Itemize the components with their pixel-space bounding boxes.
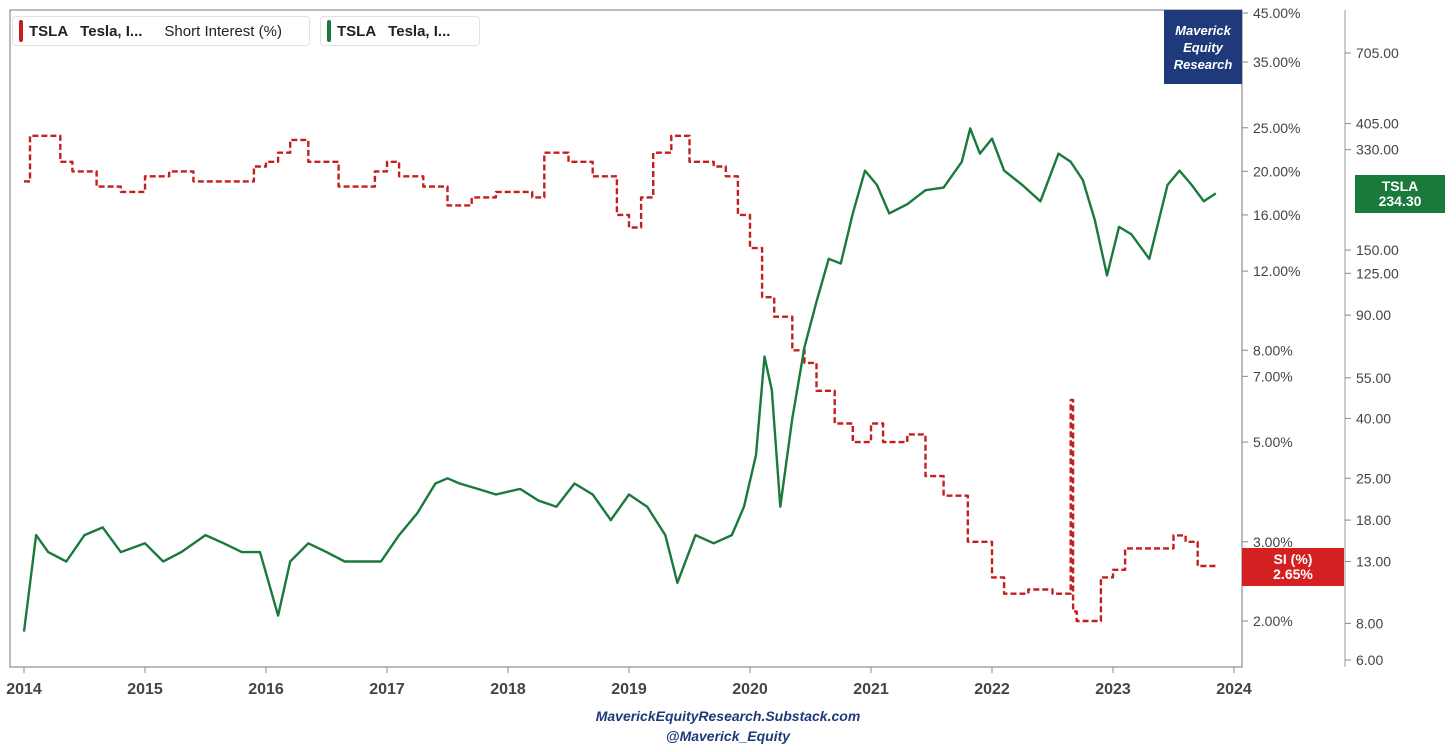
- left-tick-label: 25.00%: [1253, 120, 1300, 136]
- x-tick-label: 2015: [127, 681, 163, 698]
- left-tick-label: 12.00%: [1253, 263, 1300, 279]
- left-tick-label: 8.00%: [1253, 342, 1293, 358]
- price-line: [22, 127, 1217, 632]
- legend-name: Tesla, I...: [388, 22, 451, 40]
- si-tag-label: SI (%): [1273, 551, 1313, 567]
- x-tick-label: 2023: [1095, 681, 1131, 698]
- x-tick-label: 2014: [6, 681, 42, 698]
- right-tick-label: 25.00: [1356, 470, 1391, 486]
- footer-handle: @Maverick_Equity: [665, 728, 791, 744]
- legend-symbol: TSLA: [337, 22, 377, 40]
- right-tick-label: 8.00: [1356, 615, 1383, 631]
- left-tick-label: 3.00%: [1253, 534, 1293, 550]
- left-axis-ticks: 45.00% 35.00% 25.00% 20.00% 16.00% 12.00% 8.00…: [1242, 5, 1300, 629]
- x-tick-label: 2017: [369, 681, 405, 698]
- right-tick-label: 150.00: [1356, 242, 1399, 258]
- left-tick-label: 5.00%: [1253, 434, 1293, 450]
- left-tick-label: 2.00%: [1253, 613, 1293, 629]
- legend-price[interactable]: TSLA Tesla, I...: [320, 16, 480, 46]
- left-tick-label: 7.00%: [1253, 368, 1293, 384]
- legend-symbol: TSLA: [29, 22, 69, 40]
- legend-color-swatch-red: [19, 20, 23, 42]
- price-tag-value: 234.30: [1378, 193, 1422, 209]
- brand-line-2: Equity: [1183, 39, 1223, 55]
- series-layer: [22, 127, 1217, 632]
- right-tick-label: 55.00: [1356, 370, 1391, 386]
- right-tick-label: 13.00: [1356, 554, 1391, 570]
- x-tick-label: 2022: [974, 681, 1010, 698]
- right-tick-label: 705.00: [1356, 45, 1399, 61]
- legend-metric: Short Interest (%): [164, 22, 282, 40]
- legend-name: Tesla, I...: [80, 22, 143, 40]
- x-tick-label: 2018: [490, 681, 526, 698]
- price-tag-label: TSLA: [1381, 178, 1419, 194]
- x-tick-label: 2020: [732, 681, 768, 698]
- right-axis-ticks: 705.00 405.00 330.00 150.00 125.00 90.00 55.00…: [1345, 45, 1399, 668]
- x-tick-label: 2024: [1216, 681, 1252, 698]
- x-axis-ticks: 2014 2015 2016 2017 2018 2019 2020 2021 2022 2023…: [6, 667, 1252, 698]
- legend-color-swatch-green: [327, 20, 331, 42]
- x-tick-label: 2016: [248, 681, 284, 698]
- right-tick-label: 125.00: [1356, 265, 1399, 281]
- price-tag: TSLA 234.30: [1355, 175, 1445, 213]
- brand-line-3: Research: [1173, 56, 1233, 72]
- brand-badge: Maverick Equity Research: [1164, 10, 1242, 84]
- right-tick-label: 405.00: [1356, 116, 1399, 132]
- right-tick-label: 6.00: [1356, 652, 1383, 668]
- right-tick-label: 90.00: [1356, 307, 1391, 323]
- left-tick-label: 45.00%: [1253, 5, 1300, 21]
- x-tick-label: 2021: [853, 681, 889, 698]
- legend-short-interest[interactable]: TSLA Tesla, I... Short Interest (%): [12, 16, 310, 46]
- left-tick-label: 20.00%: [1253, 163, 1300, 179]
- short-interest-line: [24, 134, 1216, 623]
- si-tag: SI (%) 2.65%: [1242, 548, 1344, 586]
- right-tick-label: 18.00: [1356, 512, 1391, 528]
- left-tick-label: 35.00%: [1253, 54, 1300, 70]
- right-tick-label: 330.00: [1356, 142, 1399, 158]
- right-tick-label: 40.00: [1356, 410, 1391, 426]
- left-tick-label: 16.00%: [1253, 207, 1300, 223]
- si-tag-value: 2.65%: [1273, 566, 1313, 582]
- footer-url: MaverickEquityResearch.Substack.com: [595, 708, 861, 724]
- brand-line-1: Maverick: [1175, 22, 1231, 38]
- plot-area: [9, 9, 1243, 668]
- x-tick-label: 2019: [611, 681, 647, 698]
